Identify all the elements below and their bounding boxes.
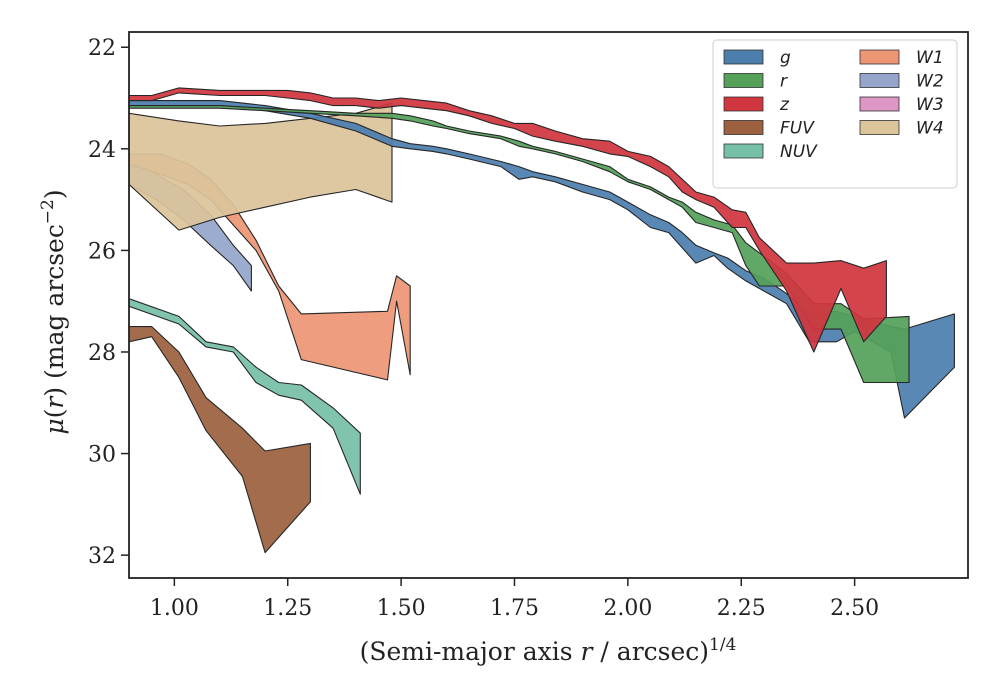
legend-label: W1 [916,48,944,68]
x-axis-label: (Semi-major axis r / arcsec)1/4 [360,635,737,666]
plot-area [129,87,955,554]
legend-label: r [780,72,788,92]
legend-swatch [723,73,764,88]
x-tick-label: 1.50 [377,596,426,621]
legend-label: g [780,48,791,68]
y-tick-label: 32 [88,544,116,569]
band-g [129,100,955,419]
legend-label: z [779,95,790,115]
tick-layer: 1.00 1.25 1.50 1.75 2.00 2.25 2.50 22 24 26 28 30 32 [88,36,879,621]
x-tick-label: 2.00 [603,596,652,621]
legend-label: W4 [916,119,944,139]
legend-label: NUV [780,142,818,162]
x-tick-label: 1.25 [263,596,312,621]
legend-swatch [859,49,900,65]
band-w4 [129,102,393,231]
y-tick-label: 30 [88,443,116,468]
band-fuv [129,326,311,554]
y-axis-label: μ(r) (mag arcsec−2) [38,189,69,434]
x-tick-label: 2.50 [830,596,879,621]
legend-swatch [859,96,900,112]
band-z [129,87,887,353]
legend-swatch [723,120,764,135]
legend-swatch [859,120,900,135]
x-tick-label: 1.00 [150,596,199,621]
legend-swatch [723,49,764,65]
y-tick-label: 22 [88,36,116,61]
legend-label: FUV [780,119,815,139]
x-tick-label: 1.75 [490,596,539,621]
y-tick-label: 28 [88,341,116,366]
band-r [129,105,910,384]
y-tick-label: 26 [88,239,116,264]
legend-label: W3 [916,95,944,115]
legend-swatch [859,73,900,88]
legend: grz FUV NUV W1 W2 W3 W4 [712,39,958,189]
y-tick-label: 24 [88,138,116,163]
plot-frame [128,31,969,579]
legend-swatch [723,143,764,159]
legend-label: W2 [916,72,944,92]
band-nuv [129,298,361,495]
legend-swatch [723,96,764,112]
x-tick-label: 2.25 [717,596,766,621]
